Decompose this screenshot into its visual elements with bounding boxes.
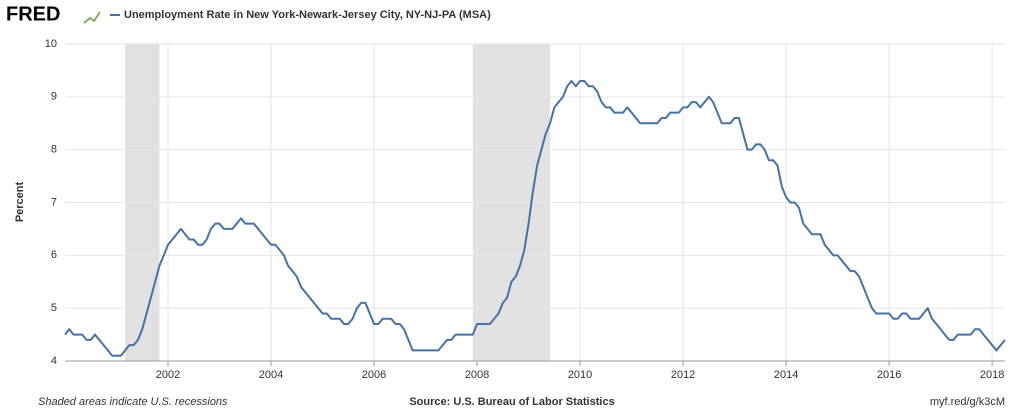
logo-icon <box>83 11 101 24</box>
y-tick-label: 5 <box>51 302 57 314</box>
x-tick-label: 2010 <box>568 369 592 381</box>
y-tick-label: 6 <box>51 249 57 261</box>
link[interactable]: myf.red/g/k3cM <box>930 396 1005 408</box>
x-tick-label: 2006 <box>362 369 386 381</box>
y-tick-label: 9 <box>51 91 57 103</box>
y-tick-label: 10 <box>45 38 57 50</box>
x-tick-label: 2004 <box>259 369 283 381</box>
x-tick-label: 2012 <box>671 369 695 381</box>
x-tick-label: 2002 <box>156 369 180 381</box>
x-tick-label: 2014 <box>774 369 798 381</box>
legend-label: Unemployment Rate in New York-Newark-Jer… <box>124 9 491 21</box>
source: Source: U.S. Bureau of Labor Statistics <box>409 396 614 408</box>
x-tick-label: 2018 <box>980 369 1004 381</box>
note: Shaded areas indicate U.S. recessions <box>38 396 228 408</box>
x-tick-label: 2016 <box>877 369 901 381</box>
y-tick-label: 4 <box>51 355 57 367</box>
x-tick-label: 2008 <box>465 369 489 381</box>
series-line <box>64 79 1006 357</box>
y-tick-label: 7 <box>51 196 57 208</box>
y-axis-label: Percent <box>14 181 26 222</box>
y-tick-label: 8 <box>51 144 57 156</box>
logo: FRED <box>6 3 60 25</box>
